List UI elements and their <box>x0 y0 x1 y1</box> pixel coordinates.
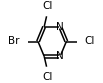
Text: Cl: Cl <box>43 72 53 82</box>
Text: Cl: Cl <box>85 37 95 46</box>
Text: N: N <box>56 51 64 61</box>
Text: Cl: Cl <box>43 1 53 11</box>
Text: Br: Br <box>8 37 20 46</box>
Text: N: N <box>56 22 64 32</box>
